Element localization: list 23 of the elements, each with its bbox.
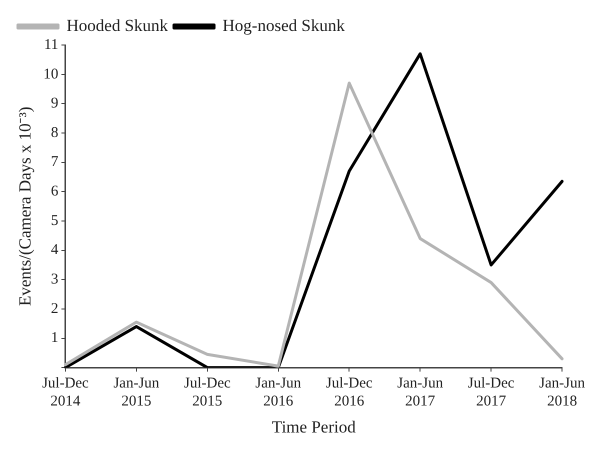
y-tick-label: 5 bbox=[50, 212, 58, 229]
x-tick-label: Jan-Jun 2016 bbox=[255, 376, 302, 410]
y-tick-label: 3 bbox=[50, 272, 58, 288]
x-tick-label: Jul-Dec 2016 bbox=[326, 376, 373, 410]
x-tick-label: Jul-Dec 2015 bbox=[184, 376, 231, 410]
y-tick-label: 2 bbox=[50, 300, 58, 317]
y-tick-label: 7 bbox=[50, 154, 59, 170]
y-tick-label: 1 bbox=[50, 330, 58, 346]
y-tick-label: 6 bbox=[50, 184, 59, 200]
x-tick-label: Jan-Jun 2017 bbox=[397, 376, 444, 410]
legend-label: Hooded Skunk bbox=[66, 16, 169, 35]
x-axis-title: Time Period bbox=[272, 417, 356, 436]
y-tick-label: 4 bbox=[50, 242, 59, 258]
y-tick-label: 11 bbox=[44, 36, 58, 53]
legend-label: Hog-nosed Skunk bbox=[222, 16, 346, 35]
x-tick-label: Jul-Dec 2017 bbox=[468, 376, 515, 410]
x-tick-label: Jan-Jun 2018 bbox=[539, 376, 586, 410]
y-tick-label: 9 bbox=[50, 96, 58, 112]
x-tick-label: Jul-Dec 2014 bbox=[42, 376, 90, 410]
y-tick-label: 8 bbox=[50, 124, 58, 141]
y-tick-label: 10 bbox=[43, 66, 58, 82]
y-axis-title: Events/(Camera Days x 10⁻³) bbox=[16, 106, 35, 306]
x-tick-label: Jan-Jun 2015 bbox=[113, 376, 160, 410]
